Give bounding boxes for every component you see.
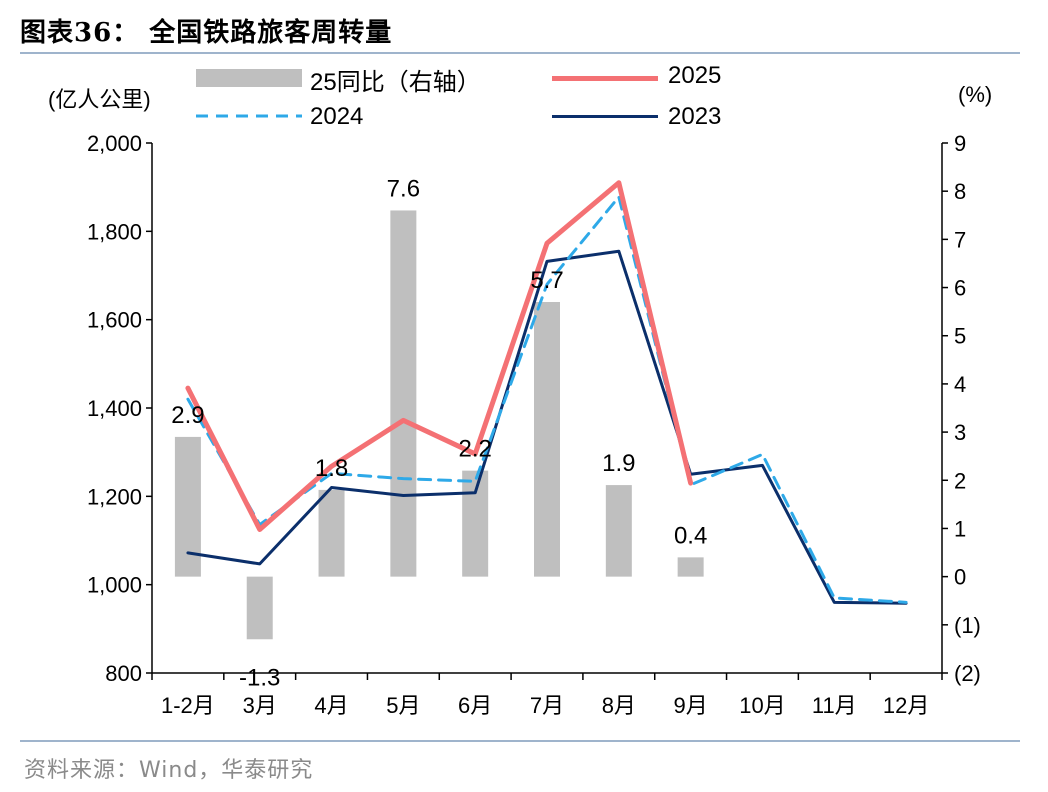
right-tick-label: 3: [954, 420, 966, 445]
right-tick-label: (2): [954, 661, 981, 686]
chart-title: 图表36： 全国铁路旅客周转量: [20, 18, 393, 48]
right-tick-label: 0: [954, 565, 966, 590]
x-tick-label: 6月: [458, 693, 492, 718]
legend-swatch-bar: [196, 69, 302, 87]
x-tick-label: 3月: [243, 693, 277, 718]
left-tick-label: 800: [105, 661, 142, 686]
bar-data-label: 5.7: [530, 267, 563, 294]
yoy-bar: [246, 576, 273, 640]
bar-data-label: 2.2: [458, 436, 491, 463]
x-tick-label: 1-2月: [161, 693, 215, 718]
right-tick-label: 2: [954, 468, 966, 493]
right-tick-label: 5: [954, 324, 966, 349]
right-tick-label: 6: [954, 276, 966, 301]
yoy-bar: [318, 489, 345, 577]
bottom-divider: [20, 740, 1020, 742]
x-tick-label: 12月: [883, 693, 929, 718]
legend-label-bar: 25同比（右轴）: [310, 69, 481, 96]
left-tick-label: 1,600: [87, 308, 142, 333]
yoy-bar: [677, 557, 704, 577]
left-tick-label: 1,400: [87, 396, 142, 421]
yoy-bar: [534, 302, 560, 577]
bar-data-label: 0.4: [674, 522, 707, 549]
bar-data-label: 2.9: [171, 402, 204, 429]
bar-data-label: 1.8: [315, 455, 348, 482]
left-tick-label: 2,000: [87, 131, 142, 156]
right-axis-unit: (%): [958, 82, 993, 107]
right-tick-label: 7: [954, 227, 966, 252]
legend-swatch-2024: [196, 114, 302, 118]
bar-data-label: 7.6: [387, 175, 420, 202]
x-tick-label: 9月: [674, 693, 708, 718]
yoy-bar: [390, 210, 417, 577]
left-tick-label: 1,200: [87, 484, 142, 509]
series-line-2025: [185, 180, 694, 532]
legend-swatch-2023: [552, 115, 658, 118]
x-tick-label: 11月: [812, 693, 857, 718]
right-tick-label: (1): [954, 613, 981, 638]
right-tick-label: 1: [954, 516, 966, 541]
yoy-bar: [605, 485, 632, 577]
bar-data-label: -1.3: [239, 664, 280, 691]
top-divider: [20, 52, 1020, 54]
bar-data-label: 1.9: [602, 450, 635, 477]
legend-label-2024: 2024: [310, 103, 364, 130]
legend-swatch-2025: [552, 76, 658, 81]
legend-label-2023: 2023: [668, 103, 722, 130]
left-axis-unit: (亿人公里): [48, 87, 151, 112]
left-tick-label: 1,000: [87, 573, 142, 598]
chart-plot: 800 1,000 1,200 1,400 1,600 1,800 2,000 (2) (1) 0…: [87, 131, 981, 718]
x-tick-label: 10月: [739, 693, 785, 718]
legend-label-2025: 2025: [668, 62, 722, 89]
series-line-2023: [186, 249, 908, 605]
yoy-bar: [462, 470, 489, 577]
x-tick-label: 8月: [602, 693, 636, 718]
right-tick-label: 9: [954, 131, 966, 156]
x-tick-label: 4月: [314, 693, 348, 718]
x-tick-label: 5月: [386, 693, 420, 718]
right-tick-label: 4: [954, 372, 966, 397]
source-note: 资料来源：Wind，华泰研究: [24, 758, 314, 783]
right-tick-label: 8: [954, 179, 966, 204]
left-tick-label: 1,800: [87, 219, 142, 244]
x-tick-label: 7月: [530, 693, 564, 718]
